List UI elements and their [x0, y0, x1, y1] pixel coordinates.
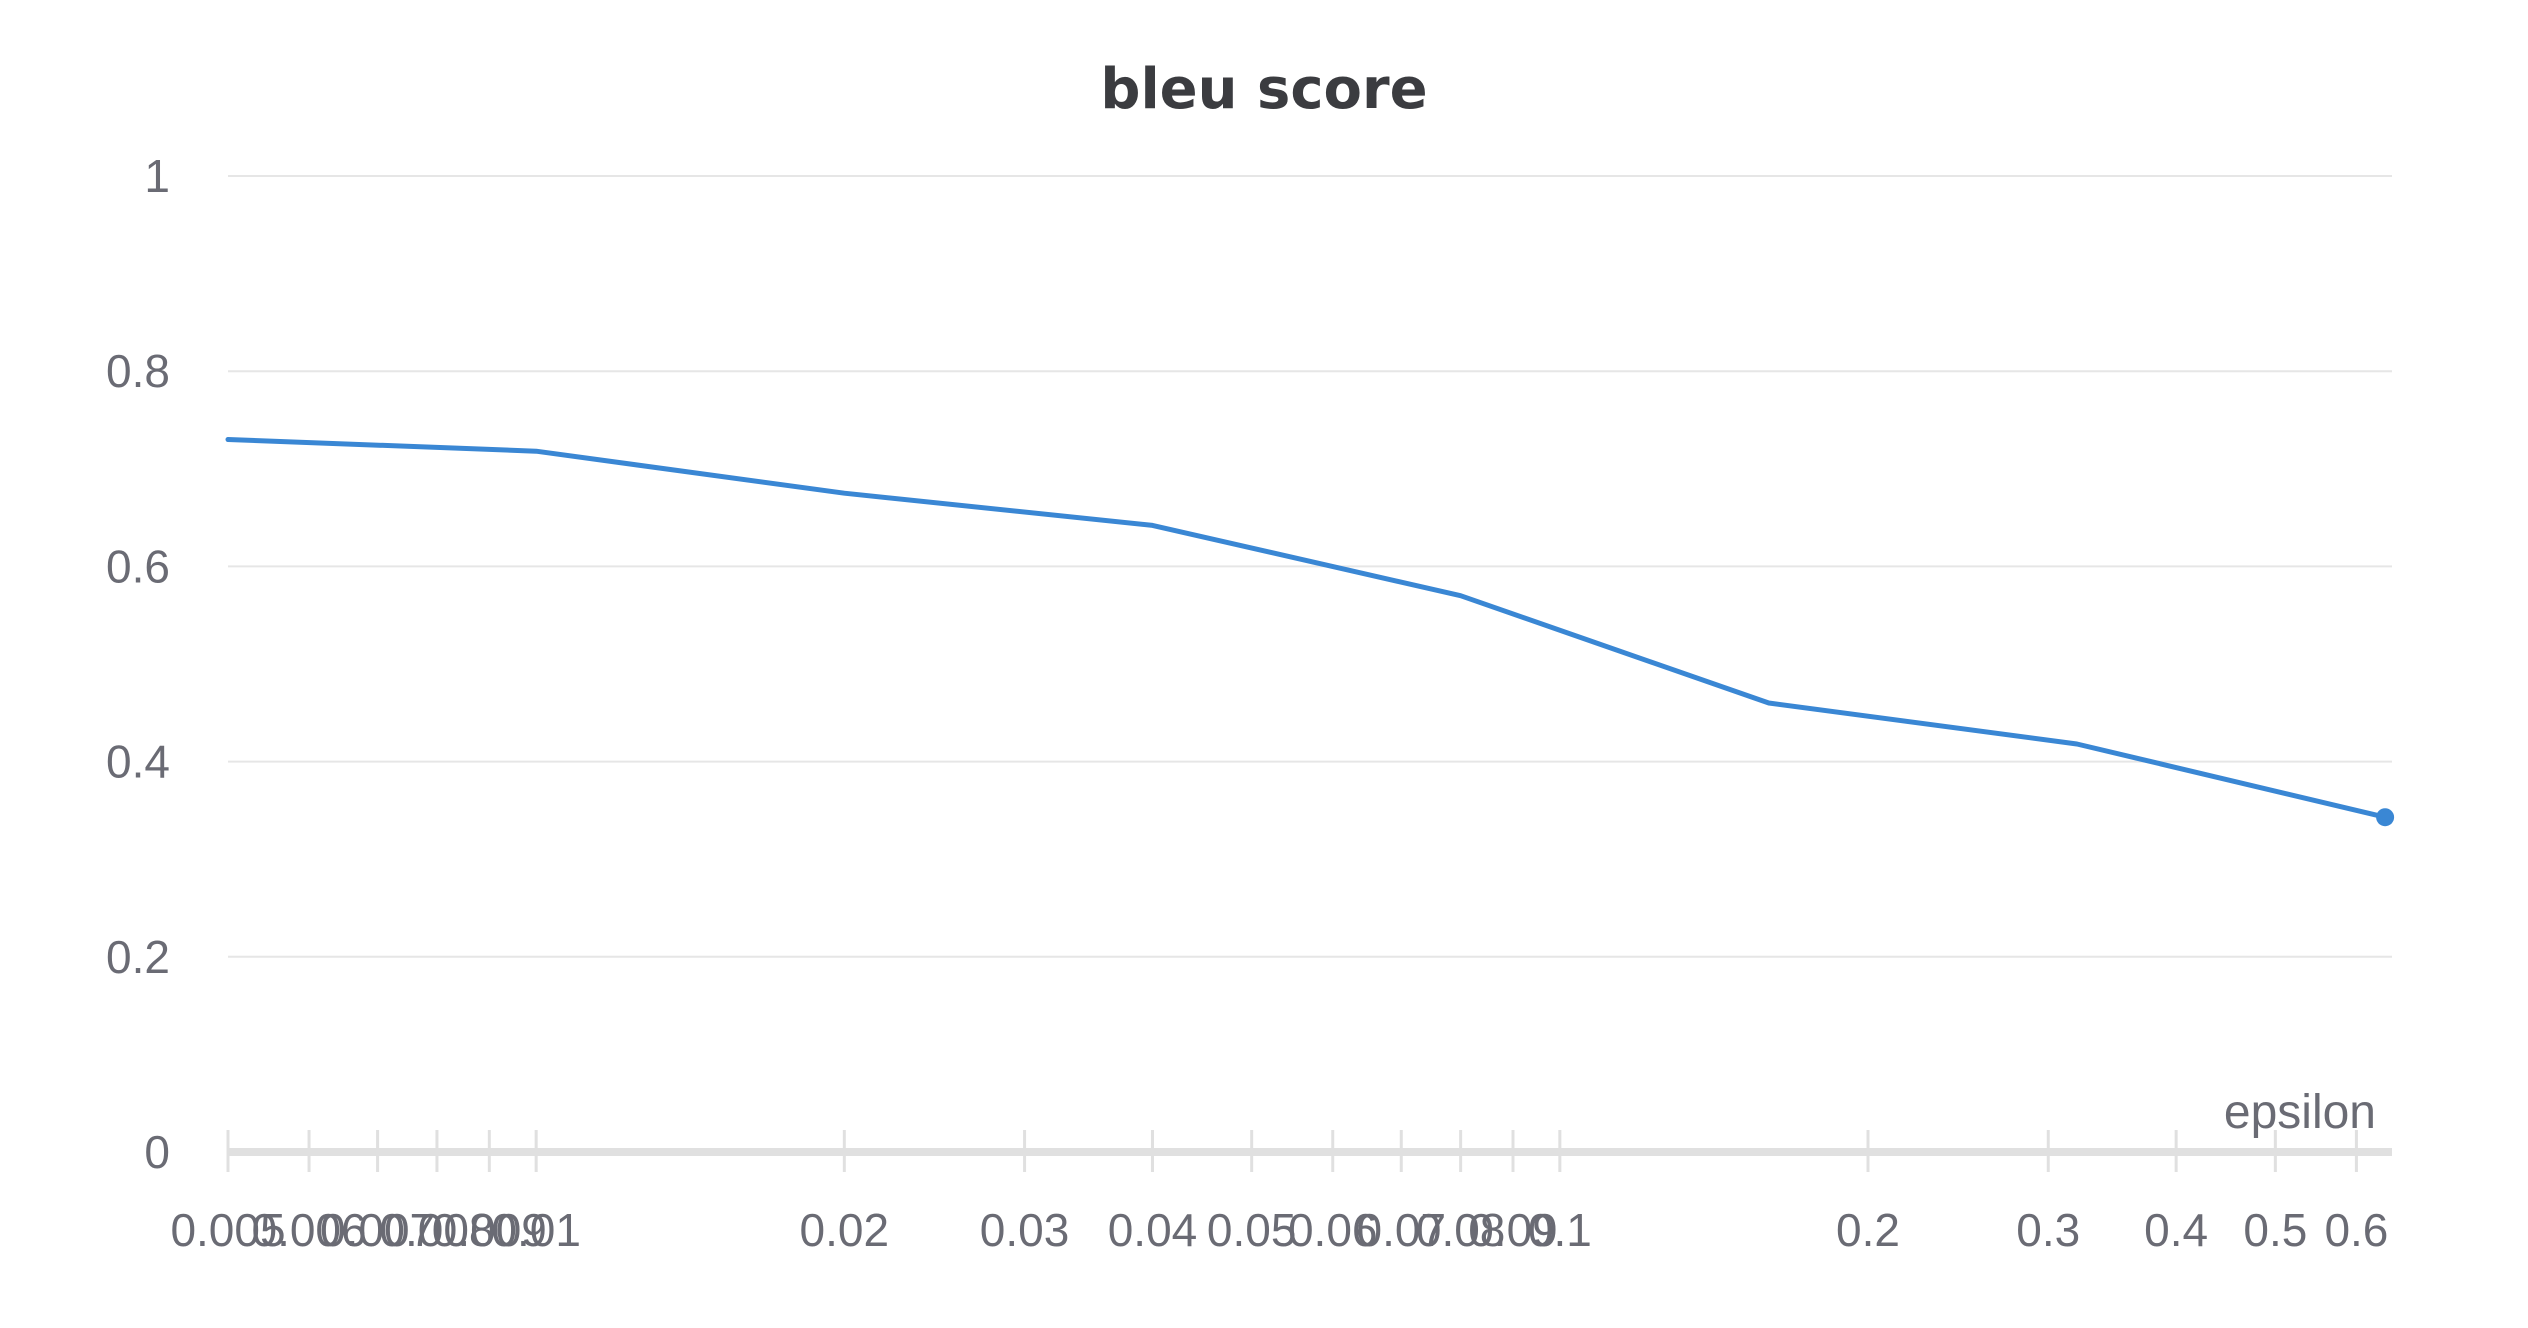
y-axis: 0 0.2 0.4 0.6 0.8 1 — [106, 150, 170, 1178]
x-tick-label: 0.2 — [1836, 1204, 1900, 1256]
x-tick-label: 0.4 — [2144, 1204, 2208, 1256]
chart-title: bleu score — [1100, 57, 1427, 122]
y-tick-label: 0 — [144, 1126, 170, 1178]
x-tick-label: 0.008 — [379, 1204, 494, 1256]
x-tick-label: 0.3 — [2016, 1204, 2080, 1256]
x-tick-label: 0.1 — [1528, 1204, 1592, 1256]
y-tick-label: 0.6 — [106, 540, 170, 592]
grid-layer — [228, 175, 2392, 958]
series-layer — [225, 437, 2395, 827]
x-tick-label: 0.05 — [1207, 1204, 1297, 1256]
x-tick-label: 0.04 — [1108, 1204, 1198, 1256]
y-tick-label: 0.2 — [106, 931, 170, 983]
x-tick-label: 0.02 — [800, 1204, 890, 1256]
y-tick-label: 0.8 — [106, 345, 170, 397]
x-tick-label: 0.5 — [2243, 1204, 2307, 1256]
series-line — [225, 437, 2388, 820]
x-tick-label: 0.007 — [320, 1204, 435, 1256]
y-tick-label: 0.4 — [106, 736, 170, 788]
x-tick-label: 0.6 — [2324, 1204, 2388, 1256]
series-endpoint — [2376, 808, 2395, 827]
x-tick-label: 0.006 — [251, 1204, 366, 1256]
x-tick-label: 0.01 — [491, 1204, 581, 1256]
x-tick-label: 0.08 — [1416, 1204, 1506, 1256]
x-tick-label: 0.009 — [432, 1204, 547, 1256]
x-tick-label: 0.06 — [1288, 1204, 1378, 1256]
x-axis-label: epsilon — [2224, 1086, 2376, 1139]
x-tick-label: 0.09 — [1468, 1204, 1558, 1256]
x-tick-label: 0.005 — [170, 1204, 285, 1256]
x-tick-label: 0.07 — [1357, 1204, 1447, 1256]
y-tick-label: 1 — [144, 150, 170, 202]
x-tick-label: 0.03 — [980, 1204, 1070, 1256]
